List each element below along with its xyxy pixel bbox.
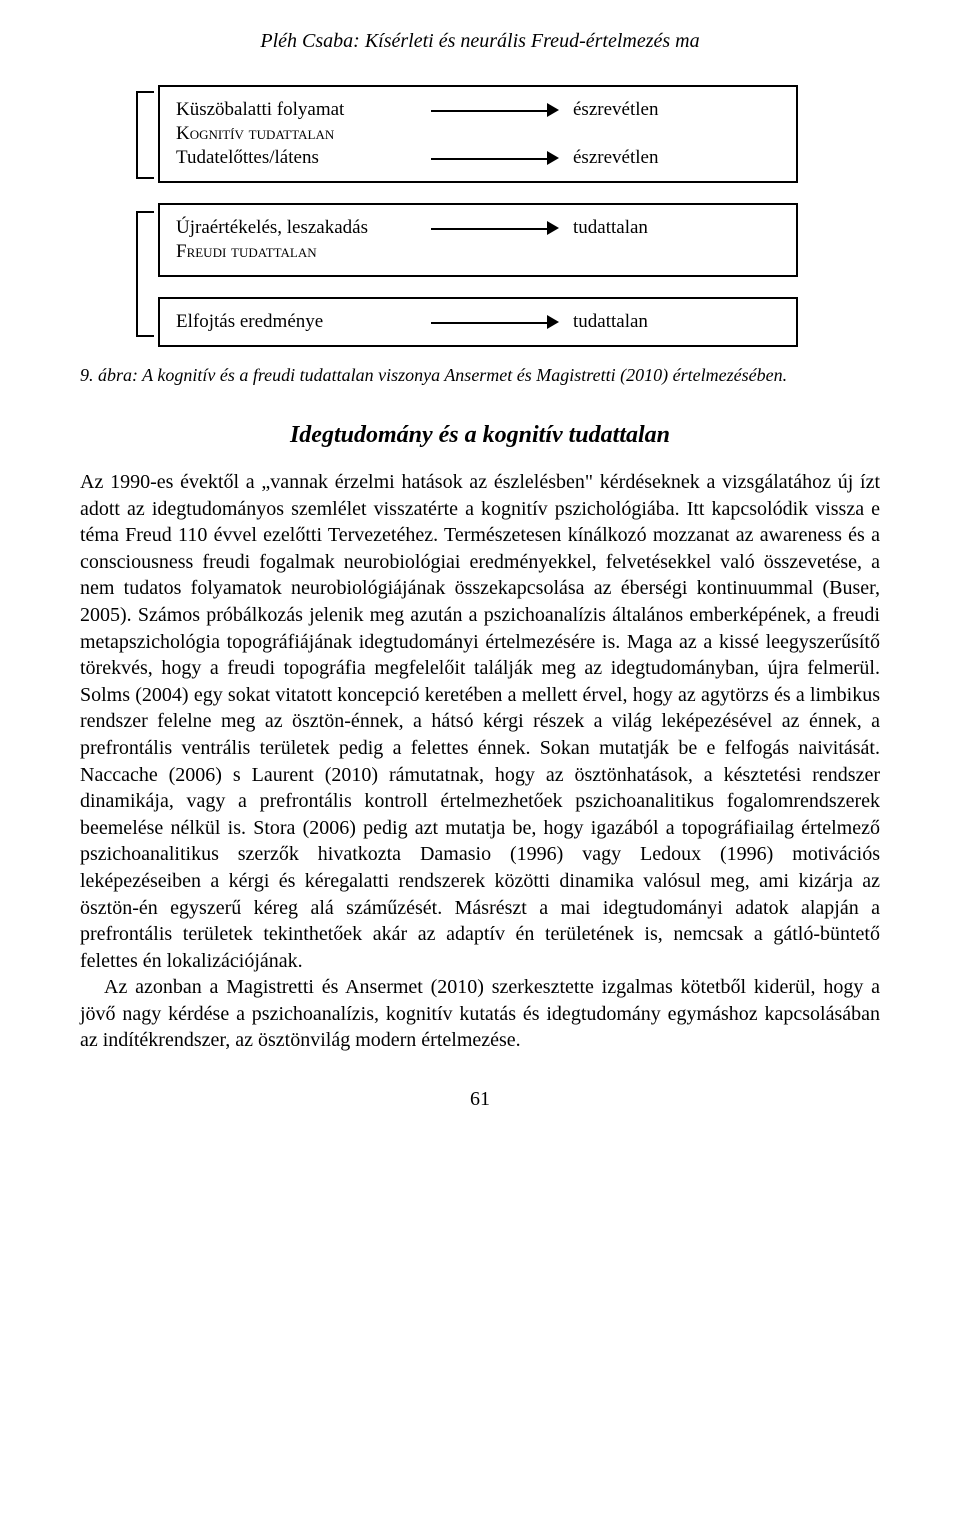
row-right-label: észrevétlen (561, 99, 780, 121)
row-left-label: Tudatelőttes/látens (176, 147, 431, 169)
arrow-icon (431, 315, 561, 329)
section-heading: Idegtudomány és a kognitív tudattalan (80, 422, 880, 449)
paragraph: Az azonban a Magistretti és Ansermet (20… (80, 974, 880, 1054)
page-number: 61 (80, 1088, 880, 1111)
diagram-row: Újraértékelés, leszakadás tudattalan (176, 217, 780, 239)
bracket-top (136, 91, 154, 179)
diagram-row: Küszöbalatti folyamat észrevétlen (176, 99, 780, 121)
bracket-bottom (136, 211, 154, 337)
running-header: Pléh Csaba: Kísérleti és neurális Freud-… (80, 30, 880, 53)
body-text: Az 1990-es évektől a „vannak érzelmi hat… (80, 469, 880, 1054)
row-right-label: tudattalan (561, 217, 780, 239)
row-left-label: Újraértékelés, leszakadás (176, 217, 431, 239)
figure-diagram: Küszöbalatti folyamat észrevétlen Kognit… (130, 85, 880, 347)
figure-caption: 9. ábra: A kognitív és a freudi tudattal… (80, 365, 880, 386)
row-left-label: Küszöbalatti folyamat (176, 99, 431, 121)
arrow-icon (431, 103, 561, 117)
diagram-row: Tudatelőttes/látens észrevétlen (176, 147, 780, 169)
paragraph: Az 1990-es évektől a „vannak érzelmi hat… (80, 469, 880, 974)
arrow-icon (431, 151, 561, 165)
row-left-label: Elfojtás eredménye (176, 311, 431, 333)
diagram-row: Kognitív tudattalan (176, 123, 780, 145)
diagram-box-2: Újraértékelés, leszakadás tudattalan Fre… (158, 203, 798, 277)
diagram-box-3: Elfojtás eredménye tudattalan (158, 297, 798, 347)
row-right-label: észrevétlen (561, 147, 780, 169)
bracket-column (130, 85, 158, 347)
diagram-row: Freudi tudattalan (176, 241, 780, 263)
arrow-icon (431, 221, 561, 235)
row-right-label: tudattalan (561, 311, 780, 333)
row-left-label-smallcaps: Freudi tudattalan (176, 241, 431, 263)
diagram-row: Elfojtás eredménye tudattalan (176, 311, 780, 333)
diagram-box-1: Küszöbalatti folyamat észrevétlen Kognit… (158, 85, 798, 183)
row-left-label-smallcaps: Kognitív tudattalan (176, 123, 431, 145)
page: Pléh Csaba: Kísérleti és neurális Freud-… (0, 0, 960, 1151)
